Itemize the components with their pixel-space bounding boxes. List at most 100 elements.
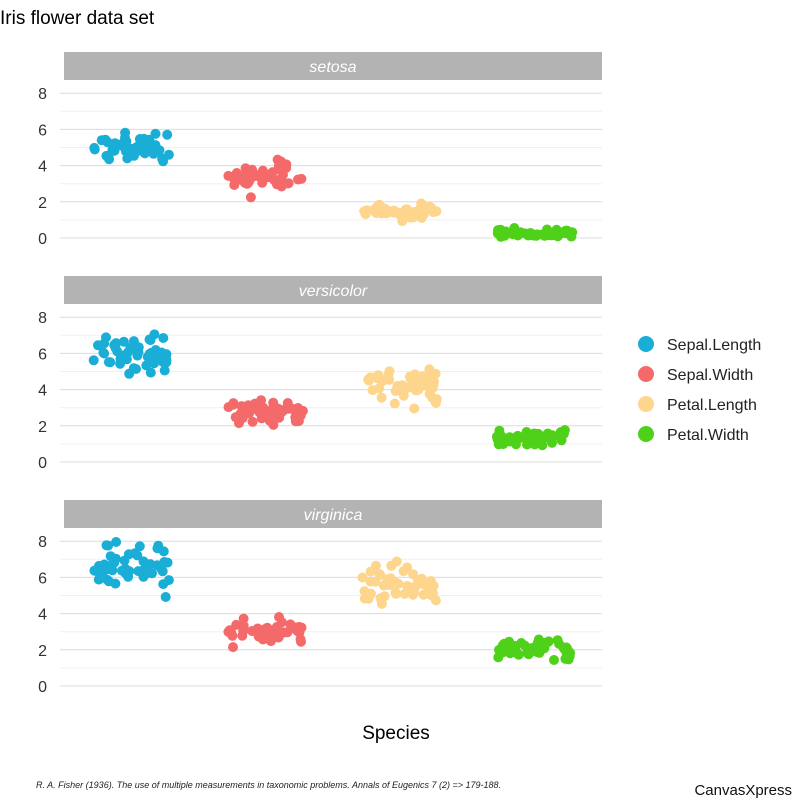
data-point	[247, 416, 258, 427]
data-point	[370, 576, 381, 587]
legend-label: Petal.Width	[667, 427, 749, 444]
data-point	[101, 332, 111, 343]
panel-setosa: setosa 0 2 4 6 8	[38, 52, 602, 248]
data-point	[556, 435, 567, 446]
data-point	[238, 613, 249, 624]
data-point	[98, 347, 109, 358]
data-point	[103, 151, 114, 162]
data-point	[132, 550, 143, 561]
data-point	[295, 410, 306, 421]
data-point	[524, 434, 535, 445]
data-point	[370, 560, 381, 571]
y-tick-label: 2	[38, 419, 47, 436]
data-point	[281, 162, 292, 173]
data-point	[158, 546, 169, 557]
data-point	[103, 540, 114, 551]
data-point	[393, 578, 404, 589]
data-point	[430, 595, 441, 606]
data-point	[145, 367, 156, 378]
legend-swatch	[638, 426, 654, 442]
y-tick-label: 0	[38, 455, 47, 472]
legend-label: Sepal.Length	[667, 337, 761, 354]
brand-label: CanvasXpress	[694, 782, 792, 799]
data-point	[247, 401, 258, 412]
data-point	[158, 333, 169, 343]
data-point	[272, 407, 283, 418]
data-point	[138, 556, 149, 567]
data-point	[515, 227, 526, 238]
y-tick-label: 4	[38, 159, 47, 176]
data-point	[552, 635, 563, 646]
data-point	[549, 655, 559, 665]
legend-item: Petal.Length	[638, 396, 757, 414]
data-point	[274, 612, 284, 622]
panel-strip	[64, 52, 602, 80]
data-point	[257, 165, 268, 176]
data-point	[163, 575, 174, 586]
data-point	[403, 583, 413, 594]
data-point	[379, 580, 390, 591]
data-point	[386, 560, 397, 571]
data-point	[122, 153, 133, 164]
data-point	[88, 355, 99, 366]
data-point	[398, 566, 409, 577]
citation: R. A. Fisher (1936). The use of multiple…	[36, 780, 501, 790]
data-point	[285, 619, 296, 630]
panel-strip-label: setosa	[309, 59, 356, 76]
data-point	[120, 132, 130, 143]
data-point	[295, 634, 306, 645]
data-point	[409, 403, 420, 414]
x-axis-title: Species	[362, 723, 430, 744]
panel-virginica: virginica 0 2 4 6 8	[38, 500, 602, 696]
data-point	[514, 431, 525, 442]
legend-item: Petal.Width	[638, 426, 749, 444]
data-point	[283, 178, 294, 189]
data-point	[531, 230, 542, 241]
data-point	[260, 411, 271, 422]
data-point	[102, 137, 113, 148]
data-point	[424, 364, 435, 375]
data-point	[131, 345, 142, 356]
data-point	[523, 229, 534, 240]
panel-versicolor: versicolor 0 2 4 6 8	[38, 276, 602, 472]
data-point	[408, 207, 419, 218]
data-point	[363, 374, 374, 385]
data-point	[530, 645, 541, 656]
data-point	[160, 592, 171, 602]
data-point	[116, 353, 127, 364]
data-point	[159, 365, 170, 376]
data-point	[375, 374, 386, 385]
legend-item: Sepal.Width	[638, 366, 753, 384]
data-point	[111, 537, 122, 547]
legend-swatch	[638, 396, 654, 412]
data-point	[405, 373, 416, 384]
legend-label: Sepal.Width	[667, 367, 753, 384]
chart-title: Iris flower data set	[0, 8, 155, 29]
data-point	[408, 569, 419, 580]
data-point	[139, 143, 150, 154]
data-point	[258, 634, 268, 645]
data-point	[144, 334, 155, 345]
data-point	[266, 625, 277, 636]
data-point	[223, 402, 234, 413]
data-point	[235, 408, 246, 419]
data-point	[560, 228, 571, 239]
data-point	[376, 392, 387, 403]
data-point	[105, 560, 116, 571]
data-point	[417, 204, 428, 215]
data-point	[228, 642, 238, 653]
y-tick-label: 6	[38, 122, 47, 139]
data-point	[390, 386, 401, 396]
chart-panels: setosa 0 2 4 6 8 versicolor 0 2 4 6 8 virginica 0 2 4 6 8	[38, 52, 602, 696]
y-tick-label: 2	[38, 643, 47, 660]
data-point	[138, 571, 149, 582]
data-point	[539, 640, 550, 651]
data-point	[156, 563, 167, 574]
data-point	[275, 173, 286, 184]
data-point	[362, 591, 373, 602]
data-point	[425, 381, 435, 392]
data-point	[150, 128, 161, 139]
data-point	[360, 209, 371, 220]
data-point	[555, 427, 566, 438]
